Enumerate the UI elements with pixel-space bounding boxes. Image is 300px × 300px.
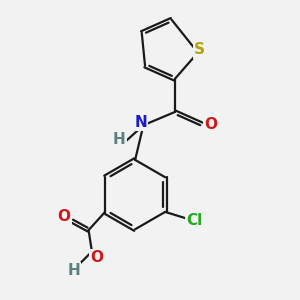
Text: O: O bbox=[90, 250, 104, 265]
Text: O: O bbox=[57, 209, 70, 224]
Text: H: H bbox=[113, 132, 126, 147]
Text: N: N bbox=[134, 115, 147, 130]
Text: H: H bbox=[68, 263, 80, 278]
Text: Cl: Cl bbox=[186, 213, 202, 228]
Text: S: S bbox=[194, 42, 205, 57]
Text: O: O bbox=[205, 117, 218, 132]
